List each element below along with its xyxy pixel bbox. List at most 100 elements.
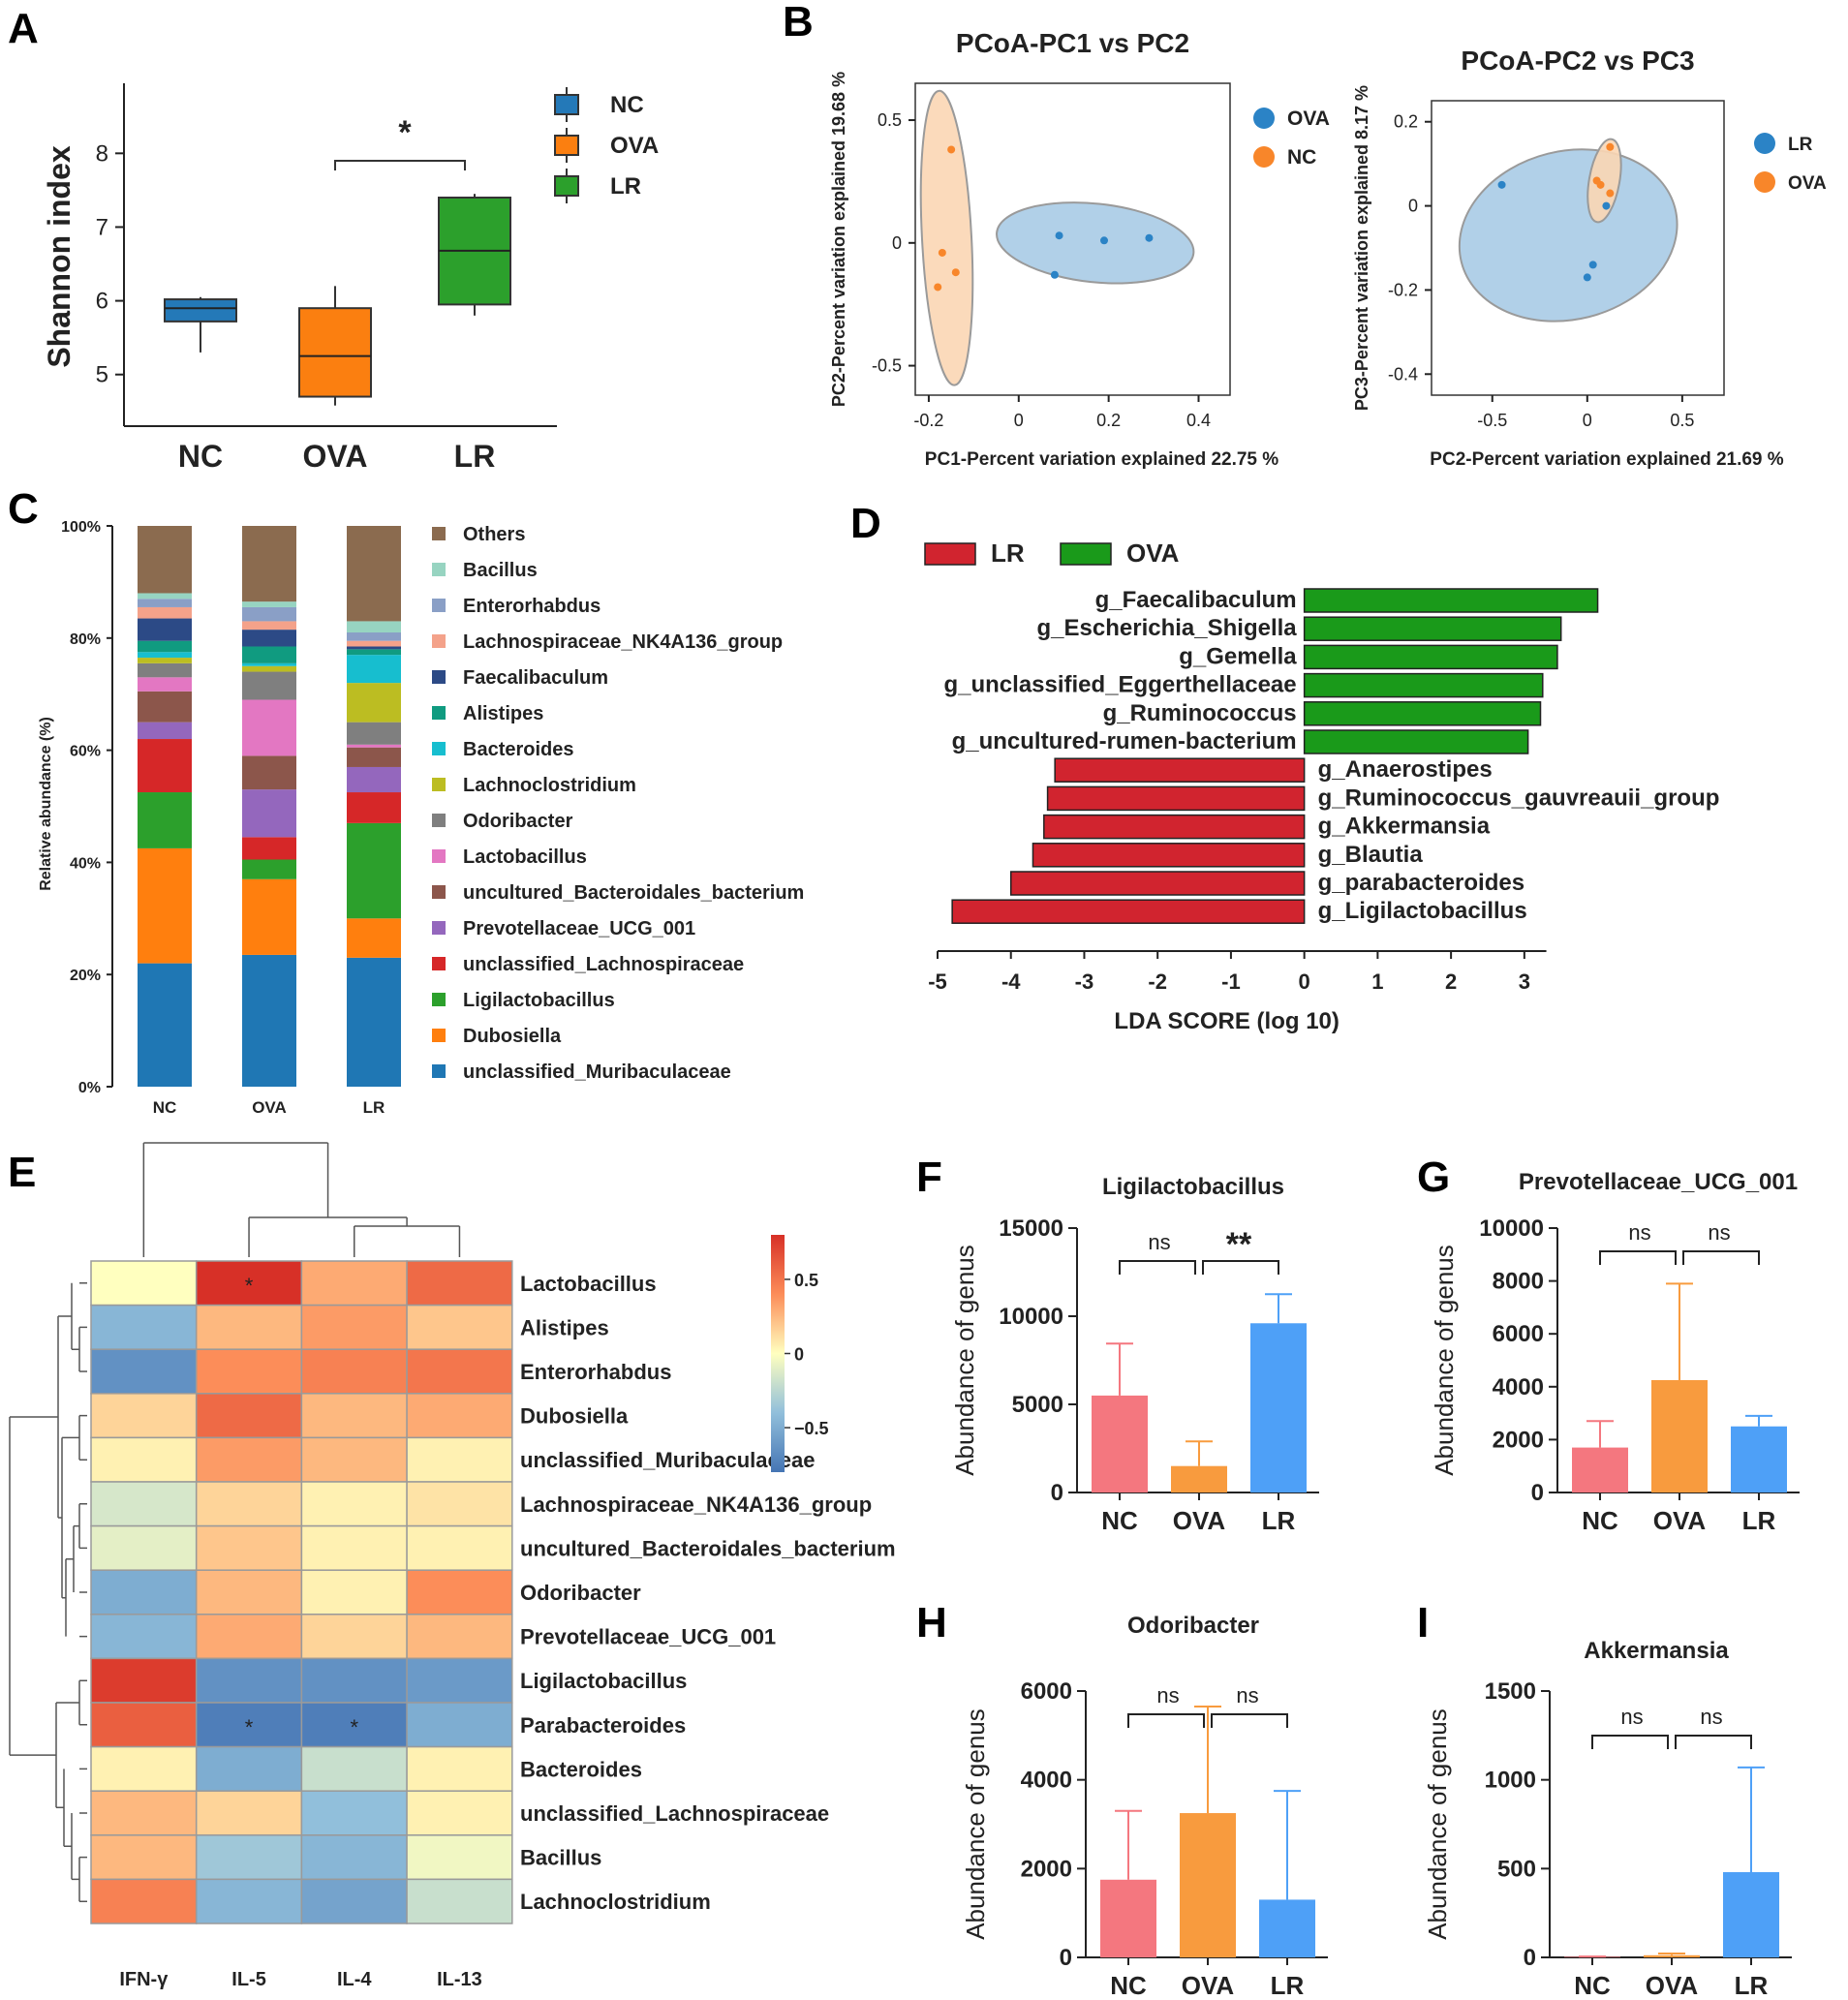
scatter-point-ova [1050,270,1059,279]
colorbar-tick-label: −0.5 [794,1419,829,1438]
x-tick-label: 0 [1299,969,1310,994]
bar-label: g_Blautia [1318,842,1424,868]
legend-swatch [432,670,446,684]
x-tick-label: OVA [1182,1971,1235,2000]
bar-label: g_Ligilactobacillus [1318,898,1527,924]
row-label: Dubosiella [520,1404,629,1429]
y-tick-label: -0.5 [872,356,902,376]
heatmap-cell [406,1702,513,1748]
scatter-point-lr [1602,201,1611,210]
heatmap-cell [90,1702,198,1748]
stack-segment [242,671,296,700]
heatmap-cell [300,1745,408,1792]
heatmap-cell [195,1614,303,1660]
bar-ova [1644,1954,1700,1957]
heatmap-cell [300,1790,408,1836]
x-tick-label: LR [454,439,496,474]
heatmap-cell [90,1304,198,1350]
confidence-ellipse-ova [1586,138,1622,224]
column-label: IL-4 [337,1969,372,1990]
panel-letter-d: D [850,500,881,547]
heatmap-cell [406,1878,513,1924]
legend-label: OVA [610,133,659,159]
heatmap-cell [300,1481,408,1527]
stack-segment [347,792,401,823]
bar-ova [1171,1465,1227,1492]
stack-segment [242,665,296,672]
plot-frame [914,82,1231,396]
row-label: Enterorhabdus [520,1360,671,1384]
significance-label: ns [1620,1705,1643,1729]
panel-g-bar: 0 2000 4000 6000 8000 10000 NC OVA LR ns ns Prevote… [1430,1169,1800,1535]
legend-swatch [432,634,446,648]
row-dendrogram [9,1282,87,1902]
row-label: Prevotellaceae_UCG_001 [520,1625,776,1649]
bar-lr [1259,1899,1315,1957]
scatter-point-ova [1606,189,1615,198]
legend-label: OVA [1788,173,1827,194]
y-axis-label: Shannon index [42,145,77,368]
y-axis-label: PC2-Percent variation explained 19.68 % [829,72,848,407]
scatter-point-nc [934,283,942,292]
y-tick-label: 1500 [1485,1678,1536,1705]
x-tick-label: OVA [303,439,368,474]
lda-bar [1032,843,1306,868]
confidence-ellipse-lr [1458,148,1679,323]
y-tick-label: 0 [1060,1945,1072,1971]
legend-label: Lactobacillus [463,846,587,868]
stack-segment [138,792,192,848]
heatmap-cell [90,1657,198,1704]
stack-segment [138,739,192,793]
heatmap-cell [195,1745,303,1792]
heatmap-cell [406,1524,513,1571]
significance-star: * [245,1715,254,1739]
significance-label: ns [1700,1705,1722,1729]
significance-label: ns [1236,1683,1258,1708]
legend-label: unclassified_Muribaculaceae [463,1062,731,1083]
x-tick-label: 0 [1014,411,1024,430]
x-tick-label: NC [1582,1506,1618,1535]
stack-segment [138,677,192,692]
x-axis-label: PC1-Percent variation explained 22.75 % [925,449,1278,470]
stack-segment [242,859,296,879]
heatmap-cell [300,1524,408,1571]
panel-h-bar: 0 2000 4000 6000 NC OVA LR ns ns Odoribacter Abund… [961,1613,1328,2000]
y-tick-label: -0.4 [1388,364,1418,384]
stack-segment [347,655,401,684]
x-tick-label: -5 [928,969,947,994]
colorbar-tick-label: 0 [794,1345,804,1365]
y-tick-label: 0 [1051,1480,1063,1506]
y-tick-label: 0.5 [878,110,902,130]
y-tick-label: 6000 [1021,1678,1072,1705]
panel-c-stacked-bar: 0% 20% 40% 60% 80% 100% Relative abundance (%)… [38,519,804,1117]
panel-letter-g: G [1417,1154,1450,1201]
chart-title: PCoA-PC2 vs PC3 [1461,46,1694,76]
legend-label: NC [1287,146,1316,169]
stack-segment [138,599,192,607]
x-tick-label: 3 [1519,969,1530,994]
heatmap-cell [406,1304,513,1350]
stack-segment [347,957,401,1087]
row-label: unclassified_Lachnospiraceae [520,1801,829,1826]
heatmap-cell [300,1436,408,1483]
heatmap-cell [406,1790,513,1836]
bar-label: g_unclassified_Eggerthellaceae [943,672,1296,698]
heatmap-cell [300,1702,408,1748]
lda-bar [1303,701,1542,726]
bar-lr [1723,1872,1779,1957]
stack-segment [242,954,296,1087]
heatmap-cell [300,1260,408,1307]
legend-swatch [554,135,579,156]
x-tick-label: OVA [1653,1506,1707,1535]
heatmap-cell [90,1834,198,1881]
legend-swatch [554,175,579,197]
y-tick-label: 10000 [1479,1215,1544,1242]
stack-segment [138,722,192,740]
stack-segment [138,652,192,659]
heatmap-cell [195,1878,303,1924]
y-tick-label: 0.2 [1394,112,1418,132]
heatmap-cell [300,1878,408,1924]
lda-bar [1046,785,1306,812]
heatmap-cell [406,1393,513,1439]
